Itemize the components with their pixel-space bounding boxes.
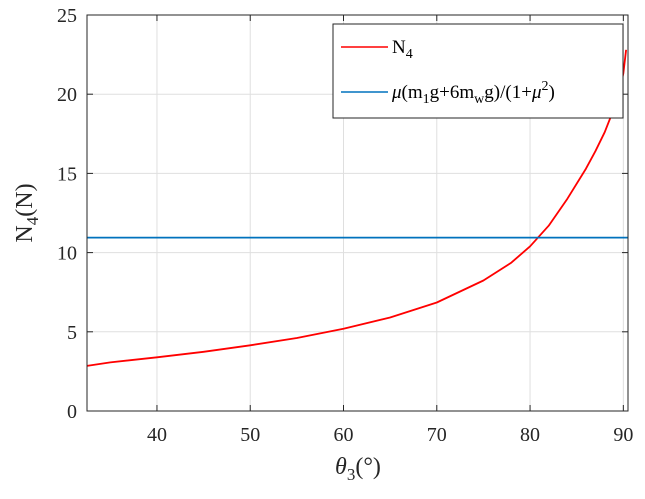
legend-part-2: g+6m [430,82,475,103]
legend-part-3: g)/(1+ [484,82,532,103]
legend-label-threshold: μ(m1g+6mwg)/(1+μ2) [391,79,555,107]
y-axis-label-subscript: 4 [23,216,42,225]
tick-labels: 40 50 60 70 80 90 0 5 10 15 20 25 [57,5,633,446]
x-tick-label: 70 [427,424,447,446]
y-tick-label: 10 [57,243,77,265]
y-tick-label: 20 [57,84,77,106]
x-tick-label: 60 [334,424,354,446]
x-tick-label: 40 [147,424,167,446]
x-axis-label-unit: (°) [355,454,381,480]
plot-frame [86,14,629,412]
x-tick-label: 50 [240,424,260,446]
legend-part-4: ) [548,82,554,103]
x-tick-label: 90 [613,424,633,446]
legend: N4 μ(m1g+6mwg)/(1+μ2) [332,23,624,119]
legend-mu: μ [391,82,402,103]
x-axis-label-symbol: θ [335,454,347,480]
legend-part-1: (m [402,82,423,103]
y-axis-label-unit: (N) [12,183,38,216]
y-axis-label: N4(N) [12,183,42,242]
y-tick-label: 15 [57,163,77,185]
legend-superscript: 2 [541,79,548,94]
y-axis-label-symbol: N [12,225,38,242]
legend-sub-1: 1 [423,92,430,107]
y-tick-label: 0 [67,401,77,423]
legend-mu-2: μ [531,82,542,103]
legend-label-n4: N4 [392,37,413,62]
x-axis-label: θ3(°) [335,454,381,484]
legend-box [332,23,624,119]
legend-sub-w: w [474,92,485,107]
y-tick-label: 25 [57,5,77,27]
ticks [87,14,628,412]
legend-label-n4-subscript: 4 [406,47,413,62]
legend-label-n4-main: N [392,37,406,58]
x-tick-label: 80 [520,424,540,446]
y-tick-label: 5 [67,322,77,344]
x-axis-label-subscript: 3 [347,465,356,484]
